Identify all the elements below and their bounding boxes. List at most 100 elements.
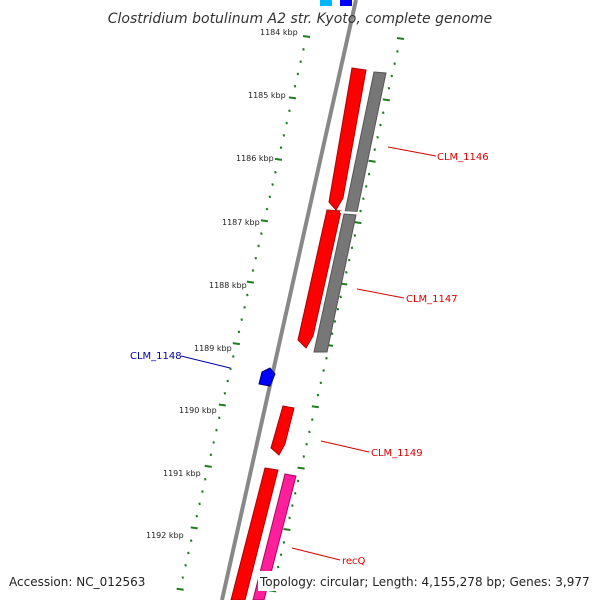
label-line-clm-1149 bbox=[320, 440, 370, 453]
scale-tick-major bbox=[382, 98, 390, 102]
scale-tick-major bbox=[190, 526, 198, 530]
scale-tick-minor bbox=[184, 563, 187, 567]
scale-tick-major bbox=[176, 587, 184, 591]
gene-label-clm-1149[interactable]: CLM_1149 bbox=[371, 448, 423, 459]
scale-tick-major bbox=[297, 466, 305, 470]
gene-recq-pink[interactable] bbox=[252, 473, 297, 600]
scale-tick-minor bbox=[364, 185, 368, 188]
label-line-recq bbox=[291, 547, 341, 561]
scale-tick-major bbox=[396, 37, 405, 40]
scale-tick-major bbox=[311, 405, 319, 409]
tick-label-1190: 1190 kbp bbox=[179, 406, 217, 415]
gene-clm-1148[interactable] bbox=[258, 367, 276, 387]
scale-tick-minor bbox=[187, 551, 190, 555]
scale-tick-minor bbox=[271, 183, 274, 186]
gc-bar-1147 bbox=[313, 213, 357, 353]
scale-tick-minor bbox=[339, 295, 342, 299]
scale-tick-minor bbox=[396, 50, 399, 53]
scale-tick-minor bbox=[232, 355, 235, 358]
scale-tick-major bbox=[283, 528, 291, 532]
gene-label-clm-1146[interactable]: CLM_1146 bbox=[437, 152, 489, 163]
scale-tick-minor bbox=[293, 84, 297, 88]
map-title: Clostridium botulinum A2 str. Kyoto, com… bbox=[108, 11, 493, 27]
scale-tick-minor bbox=[274, 170, 277, 174]
scale-tick-major bbox=[204, 464, 212, 468]
scale-tick-minor bbox=[308, 430, 311, 434]
scale-tick-minor bbox=[209, 453, 213, 457]
scale-tick-minor bbox=[246, 293, 249, 297]
scale-tick-minor bbox=[393, 62, 396, 66]
scale-tick-minor bbox=[336, 307, 340, 311]
scale-tick-minor bbox=[279, 553, 283, 557]
footer-backdrop-right bbox=[258, 571, 596, 591]
scale-tick-major bbox=[260, 219, 269, 223]
scale-tick-minor bbox=[319, 381, 323, 385]
scale-tick-minor bbox=[293, 491, 297, 495]
accession-text: Accession: NC_012563 bbox=[9, 575, 145, 589]
gene-label-clm-1147[interactable]: CLM_1147 bbox=[406, 294, 458, 305]
scale-tick-minor bbox=[305, 442, 308, 446]
tick-label-1188: 1188 kbp bbox=[209, 281, 247, 290]
scale-tick-major bbox=[232, 342, 240, 346]
scale-tick-minor bbox=[212, 441, 215, 444]
scale-tick-minor bbox=[362, 197, 365, 201]
scale-tick-minor bbox=[282, 541, 286, 544]
scale-tick-minor bbox=[282, 134, 286, 137]
tick-label-1192: 1192 kbp bbox=[146, 531, 184, 540]
scale-tick-minor bbox=[333, 320, 337, 323]
scale-tick-minor bbox=[215, 428, 218, 432]
scale-tick-minor bbox=[260, 232, 263, 235]
tick-label-1185: 1185 kbp bbox=[248, 91, 286, 100]
scale-tick-major bbox=[218, 403, 226, 407]
scale-tick-minor bbox=[296, 72, 300, 76]
gene-clm-1147[interactable] bbox=[297, 209, 342, 349]
scale-tick-minor bbox=[265, 207, 269, 211]
scale-tick-minor bbox=[347, 258, 351, 262]
tick-label-1186: 1186 kbp bbox=[236, 154, 274, 163]
scale-tick-minor bbox=[257, 244, 260, 248]
scale-tick-major bbox=[274, 157, 283, 161]
scale-tick-minor bbox=[345, 270, 348, 274]
tick-label-1184: 1184 kbp bbox=[260, 28, 298, 37]
genome-backbone bbox=[220, 0, 358, 600]
partial-feature-cyan bbox=[320, 0, 332, 6]
gene-clm-1149[interactable] bbox=[270, 405, 295, 456]
scale-tick-minor bbox=[311, 418, 314, 422]
scale-tick-minor bbox=[302, 48, 305, 51]
scale-tick-minor bbox=[359, 209, 362, 213]
partial-feature-blue bbox=[340, 0, 352, 6]
scale-tick-minor bbox=[279, 146, 283, 150]
scale-tick-minor bbox=[243, 305, 246, 309]
scale-tick-major bbox=[354, 221, 362, 225]
scale-tick-minor bbox=[226, 379, 229, 383]
scale-tick-minor bbox=[285, 121, 288, 125]
tick-label-1189: 1189 kbp bbox=[194, 344, 232, 353]
label-line-clm-1147 bbox=[356, 288, 405, 299]
scale-tick-minor bbox=[376, 135, 379, 139]
scale-tick-minor bbox=[189, 539, 193, 543]
scale-tick-minor bbox=[217, 416, 221, 420]
scale-tick-major bbox=[302, 35, 311, 38]
scale-tick-minor bbox=[353, 234, 357, 237]
gene-clm-1146[interactable] bbox=[328, 67, 367, 211]
scale-tick-minor bbox=[181, 576, 185, 579]
scale-track-right bbox=[269, 37, 405, 593]
scale-tick-major bbox=[246, 280, 254, 284]
footer-backdrop-left bbox=[6, 571, 146, 591]
gene-recq-red[interactable] bbox=[230, 467, 279, 600]
scale-tick-minor bbox=[330, 332, 334, 336]
scale-tick-minor bbox=[254, 256, 258, 260]
scale-tick-minor bbox=[237, 330, 241, 334]
scale-tick-minor bbox=[288, 516, 291, 520]
gene-label-recq[interactable]: recQ bbox=[342, 556, 366, 567]
scale-tick-minor bbox=[381, 111, 385, 115]
scale-tick-minor bbox=[195, 514, 199, 518]
scale-tick-minor bbox=[291, 504, 294, 507]
scale-tick-minor bbox=[223, 391, 227, 395]
gene-label-clm-1148[interactable]: CLM_1148 bbox=[130, 351, 182, 362]
label-line-clm-1148 bbox=[180, 355, 231, 369]
scale-tick-minor bbox=[251, 269, 255, 272]
scale-tick-major bbox=[288, 96, 297, 100]
